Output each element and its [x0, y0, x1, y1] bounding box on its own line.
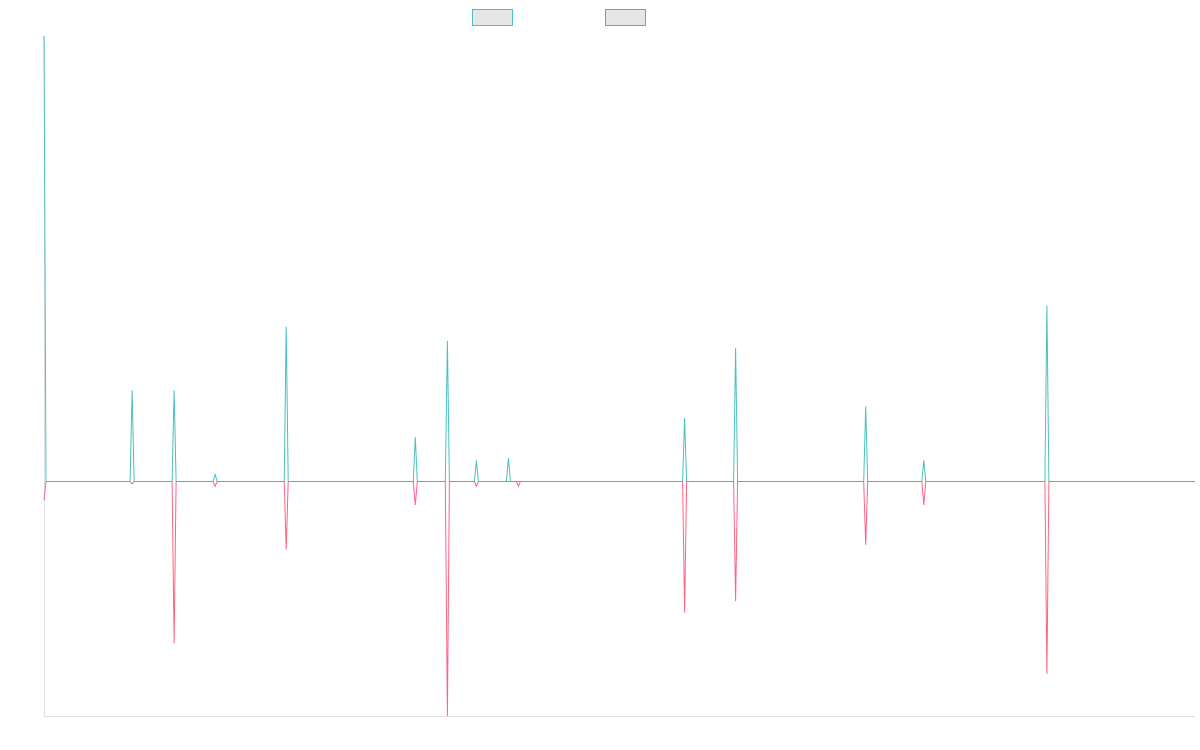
series-layer — [43, 35, 1195, 717]
series-line-1 — [43, 35, 1195, 482]
legend[interactable] — [472, 9, 646, 26]
legend-swatch-1[interactable] — [472, 9, 513, 26]
series-line-2 — [43, 481, 1195, 717]
legend-swatch-2[interactable] — [605, 9, 646, 26]
